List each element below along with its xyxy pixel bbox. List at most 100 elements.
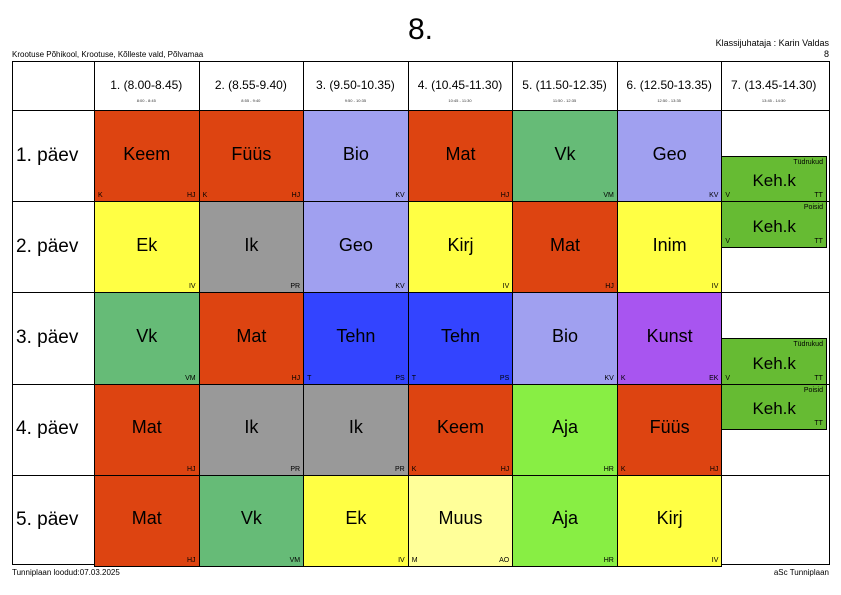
- lesson-cell[interactable]: Vk VM: [198, 474, 305, 567]
- lesson-cell[interactable]: Tehn T PS: [303, 292, 409, 385]
- class-teacher: Klassijuhataja : Karin Valdas 8: [716, 38, 829, 60]
- lesson-cell[interactable]: Inim IV: [616, 201, 723, 294]
- lesson-teacher: AO: [499, 556, 510, 564]
- lesson-subject: Keh.k: [752, 216, 796, 236]
- lesson-subject: Ik: [244, 234, 259, 255]
- lesson-subject: Aja: [552, 417, 579, 438]
- lesson-cell[interactable]: Ik PR: [303, 383, 409, 476]
- lesson-teacher: TT: [814, 192, 823, 200]
- day-label: 3. päev: [16, 326, 79, 348]
- lesson-subject: Füüs: [649, 417, 690, 438]
- lesson-cell[interactable]: Vk VM: [512, 110, 618, 203]
- lesson-teacher: HJ: [709, 465, 719, 473]
- lesson-cell[interactable]: Keem K HJ: [94, 110, 200, 203]
- lesson-teacher: IV: [711, 283, 719, 291]
- day-label: 1. päev: [16, 144, 79, 166]
- lesson-cell[interactable]: Ik PR: [198, 201, 305, 294]
- lesson-teacher: IV: [188, 283, 196, 291]
- day-label: 5. päev: [16, 509, 79, 531]
- lesson-cell[interactable]: Kirj IV: [616, 474, 723, 567]
- lesson-subject: Kunst: [646, 325, 693, 346]
- lesson-teacher: PS: [395, 374, 405, 382]
- lesson-cell[interactable]: Mat HJ: [94, 474, 200, 567]
- class-teacher-label: Klassijuhataja : Karin Valdas: [715, 38, 829, 48]
- lesson-subject: Keem: [436, 417, 484, 438]
- lesson-teacher: PS: [499, 374, 510, 382]
- period-header: 7. (13.45-14.30) 13:45 - 14:30: [721, 61, 826, 110]
- lesson-cell[interactable]: Keh.k Poisid TT: [721, 383, 827, 431]
- lesson-subject: Ek: [136, 234, 158, 255]
- lesson-teacher: KV: [395, 192, 405, 200]
- lesson-subject: Bio: [552, 325, 579, 346]
- lesson-subject: Ek: [345, 508, 367, 529]
- lesson-subject: Vk: [240, 508, 262, 529]
- lesson-cell[interactable]: Ek IV: [303, 474, 409, 567]
- lesson-cell[interactable]: Muus M AO: [407, 474, 514, 567]
- period-label: 7. (13.45-14.30): [730, 78, 817, 92]
- lesson-cell[interactable]: Keh.k Tüdrukud V TT: [721, 155, 827, 203]
- lesson-cell[interactable]: Ek IV: [94, 201, 200, 294]
- period-time: 10:45 - 11:30: [448, 98, 472, 103]
- lesson-teacher: IV: [502, 283, 510, 291]
- lesson-subject: Tehn: [336, 325, 376, 346]
- lesson-room: K: [620, 374, 626, 382]
- lesson-subject: Muus: [438, 508, 483, 529]
- lesson-cell[interactable]: Füüs K HJ: [616, 383, 723, 476]
- period-time: 8:00 - 8:45: [136, 98, 156, 103]
- period-label: 3. (9.50-10.35): [316, 78, 395, 92]
- created-date: Tunniplaan loodud:07.03.2025: [12, 568, 120, 577]
- lesson-cell[interactable]: Kunst K EK: [616, 292, 723, 385]
- lesson-cell[interactable]: Mat HJ: [198, 292, 305, 385]
- lesson-teacher: HJ: [605, 283, 614, 291]
- lesson-room: K: [202, 192, 208, 200]
- lesson-cell[interactable]: Kirj IV: [407, 201, 514, 294]
- period-header: 4. (10.45-11.30) 10:45 - 11:30: [408, 61, 513, 110]
- lesson-cell[interactable]: Mat HJ: [94, 383, 200, 476]
- period-time: 9:50 - 10:35: [344, 98, 367, 103]
- grid-line: [12, 61, 829, 62]
- lesson-cell[interactable]: Ik PR: [198, 383, 305, 476]
- lesson-room: V: [725, 237, 731, 245]
- lesson-cell[interactable]: Aja HR: [512, 383, 618, 476]
- lesson-subject: Vk: [554, 143, 576, 164]
- lesson-cell[interactable]: Aja HR: [512, 474, 618, 567]
- lesson-teacher: PR: [290, 283, 301, 291]
- lesson-cell[interactable]: Füüs K HJ: [198, 110, 305, 203]
- lesson-teacher: TT: [814, 374, 823, 382]
- lesson-cell[interactable]: Keem K HJ: [407, 383, 514, 476]
- lesson-cell[interactable]: Tehn T PS: [407, 292, 514, 385]
- grid-line: [12, 61, 13, 564]
- lesson-teacher: IV: [711, 556, 719, 564]
- lesson-teacher: VM: [185, 374, 196, 382]
- lesson-room: V: [725, 374, 731, 382]
- lesson-teacher: HR: [603, 556, 614, 564]
- lesson-subject: Geo: [338, 234, 373, 255]
- lesson-subject: Vk: [136, 325, 158, 346]
- lesson-cell[interactable]: Geo KV: [303, 201, 409, 294]
- day-label: 2. päev: [16, 235, 79, 257]
- lesson-teacher: HJ: [500, 192, 510, 200]
- school-name: Krootuse Põhikool, Krootuse, Kõlleste va…: [12, 50, 204, 59]
- lesson-teacher: EK: [709, 374, 719, 382]
- period-header: 2. (8.55-9.40) 8:55 - 9:40: [199, 61, 304, 110]
- lesson-cell[interactable]: Mat HJ: [407, 110, 514, 203]
- lesson-teacher: VM: [603, 192, 614, 200]
- period-time: 11:50 - 12:35: [552, 98, 577, 103]
- lesson-cell[interactable]: Bio KV: [512, 292, 618, 385]
- lesson-teacher: PR: [394, 465, 405, 473]
- lesson-teacher: HR: [603, 465, 614, 473]
- lesson-cell[interactable]: Keh.k Tüdrukud V TT: [721, 338, 827, 385]
- lesson-room: T: [411, 374, 416, 382]
- lesson-cell[interactable]: Mat HJ: [512, 201, 618, 294]
- lesson-cell[interactable]: Keh.k Poisid V TT: [721, 201, 827, 248]
- lesson-room: V: [725, 192, 731, 200]
- lesson-room: T: [307, 374, 312, 382]
- lesson-room: K: [411, 465, 417, 473]
- lesson-cell[interactable]: Bio KV: [303, 110, 409, 203]
- lesson-subject: Bio: [342, 143, 369, 164]
- lesson-teacher: VM: [289, 556, 301, 564]
- lesson-room: K: [98, 192, 103, 200]
- lesson-cell[interactable]: Geo KV: [616, 110, 723, 203]
- lesson-cell[interactable]: Vk VM: [94, 292, 200, 385]
